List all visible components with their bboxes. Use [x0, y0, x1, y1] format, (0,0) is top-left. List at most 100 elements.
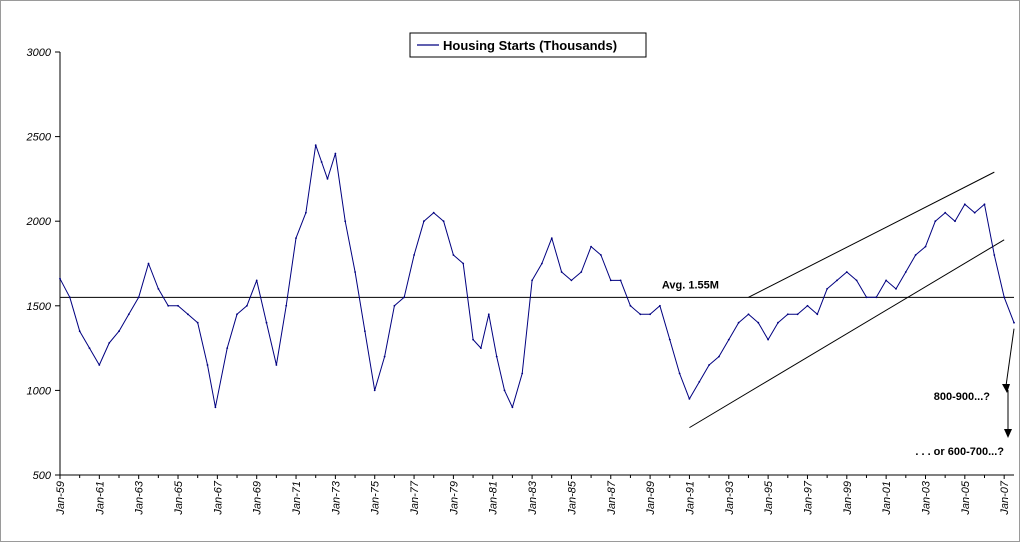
series-point: [659, 304, 661, 307]
series-point: [127, 313, 130, 316]
series-point: [757, 321, 760, 324]
series-point: [98, 364, 101, 366]
series-point: [786, 313, 789, 316]
series-point: [265, 321, 268, 324]
series-point: [550, 237, 553, 240]
series-point: [511, 406, 514, 409]
series-point: [521, 372, 524, 375]
series-point: [108, 342, 111, 344]
series-point: [314, 144, 317, 147]
series-point: [737, 321, 740, 324]
x-tick-label: Jan-73: [330, 480, 342, 516]
series-point: [580, 271, 583, 273]
series-point: [688, 398, 691, 400]
series-point: [432, 211, 435, 214]
series-point: [806, 304, 809, 307]
forecast-arrow-2-head: [1004, 429, 1012, 438]
series-point: [275, 364, 278, 366]
series-point: [816, 313, 819, 316]
series-point: [236, 313, 238, 316]
series-point: [495, 355, 498, 358]
series-point: [364, 330, 366, 333]
series-point: [904, 271, 907, 273]
series-point: [1003, 296, 1006, 299]
series-point: [187, 313, 189, 316]
x-tick-label: Jan-93: [724, 480, 736, 516]
axes: 500 1000 1500 2000 2500 3000 Jan-59 Jan-61 Jan-6…: [26, 47, 1014, 516]
x-tick-label: Jan-89: [645, 481, 657, 516]
series-point: [885, 279, 887, 282]
x-tick-label: Jan-77: [409, 480, 421, 516]
annotations: 800-900...? . . . or 600-700...?: [915, 328, 1015, 458]
x-tick-label: Jan-95: [763, 480, 775, 516]
series-point: [668, 338, 671, 341]
series-point: [78, 330, 81, 333]
average-line-group: Avg. 1.55M: [60, 279, 1014, 298]
series-point: [531, 279, 533, 282]
legend-label: Housing Starts (Thousands): [443, 38, 617, 53]
series-point: [373, 389, 376, 392]
series-point: [320, 161, 323, 163]
series-point: [403, 296, 406, 299]
series-point: [609, 279, 612, 282]
series-point: [305, 211, 307, 214]
series-point: [718, 355, 720, 358]
x-tick-label: Jan-81: [488, 481, 500, 516]
average-line-label: Avg. 1.55M: [662, 279, 719, 291]
series-group: [59, 144, 1015, 409]
series-point: [767, 338, 769, 341]
series-point: [354, 271, 356, 273]
y-tick-label: 3000: [27, 47, 52, 59]
series-point: [747, 313, 750, 316]
y-tick-label: 1000: [27, 385, 52, 397]
series-point: [383, 355, 386, 358]
x-tick-label: Jan-71: [291, 481, 303, 516]
series-point: [934, 220, 937, 223]
series-point: [570, 279, 573, 282]
x-tick-label: Jan-67: [212, 480, 224, 516]
series-point: [678, 372, 681, 375]
series-point: [59, 277, 61, 280]
forecast-arrow-1-head: [1002, 384, 1010, 393]
series-point: [963, 203, 966, 206]
x-tick-label: Jan-91: [684, 481, 696, 516]
series-point: [924, 245, 927, 248]
x-tick-label: Jan-69: [252, 481, 264, 516]
series-point: [727, 338, 730, 341]
series-point: [954, 220, 956, 223]
series-point: [255, 279, 258, 282]
y-tick-label: 1500: [27, 301, 52, 313]
legend: Housing Starts (Thousands): [409, 32, 647, 58]
series-point: [698, 381, 701, 383]
legend-box: [409, 32, 647, 58]
series-point: [708, 364, 710, 366]
series-point: [836, 279, 838, 282]
y-tick-label: 2500: [26, 132, 52, 144]
series-point: [423, 220, 425, 223]
x-tick-label: Jan-75: [370, 480, 382, 516]
x-tick-label: Jan-85: [566, 480, 578, 516]
y-tick-label: 500: [33, 470, 52, 482]
x-tick-label: Jan-03: [920, 480, 932, 516]
x-tick-label: Jan-61: [94, 481, 106, 516]
series-point: [472, 338, 474, 341]
series-point: [413, 254, 415, 256]
series-point: [157, 288, 160, 290]
series-point: [895, 288, 897, 290]
series-point: [167, 304, 170, 307]
series-line: [59, 144, 1015, 408]
series-point: [826, 288, 828, 290]
series-point: [344, 220, 347, 223]
series-point: [214, 406, 217, 409]
x-tick-label: Jan-97: [802, 480, 814, 516]
series-point: [177, 304, 179, 307]
series-point: [462, 262, 465, 265]
x-tick-label: Jan-59: [55, 481, 67, 516]
y-tick-label: 2000: [26, 216, 52, 228]
x-tick-label: Jan-01: [881, 481, 893, 516]
series-point: [487, 313, 490, 316]
channel-lines: [689, 171, 1005, 429]
series-point: [285, 304, 288, 307]
